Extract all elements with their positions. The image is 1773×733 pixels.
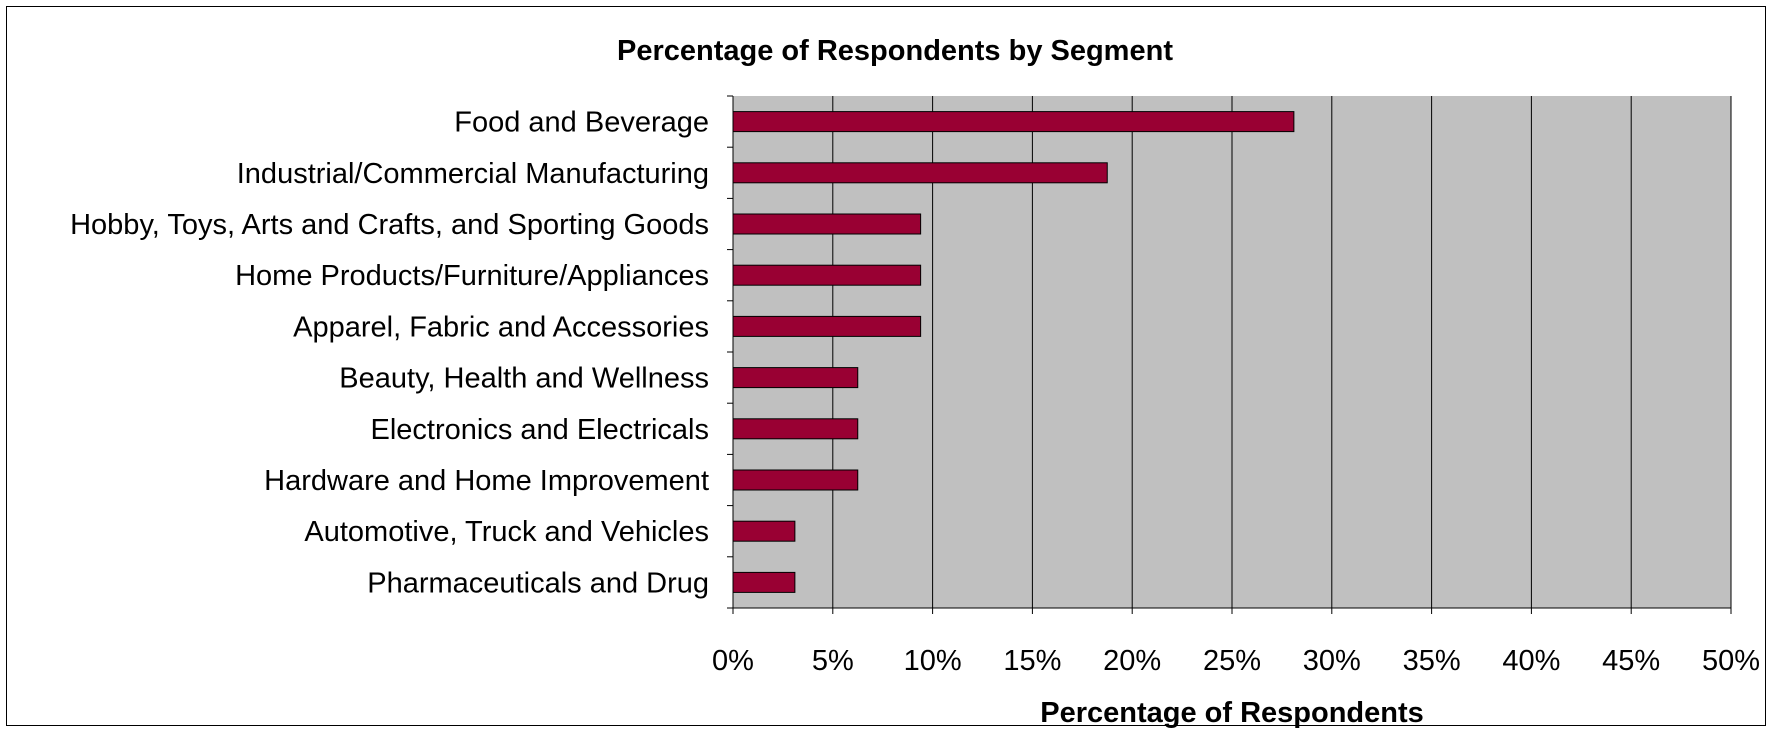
category-label: Hardware and Home Improvement: [264, 465, 709, 497]
x-tick-label: 40%: [1502, 645, 1560, 677]
category-label: Apparel, Fabric and Accessories: [293, 311, 709, 343]
y-axis: [727, 95, 734, 609]
category-label: Industrial/Commercial Manufacturing: [237, 158, 709, 190]
gridlines: [832, 96, 1732, 608]
x-tick-label: 30%: [1303, 645, 1361, 677]
category-label: Automotive, Truck and Vehicles: [304, 516, 709, 548]
bar: [732, 367, 859, 389]
category-label: Pharmaceuticals and Drug: [367, 567, 709, 599]
category-label: Electronics and Electricals: [371, 414, 709, 446]
x-tick-label: 25%: [1203, 645, 1261, 677]
x-tick-label: 10%: [904, 645, 962, 677]
x-tick-label: 35%: [1403, 645, 1461, 677]
bar: [732, 264, 922, 286]
chart-title: Percentage of Respondents by Segment: [617, 35, 1173, 67]
bar: [732, 469, 859, 491]
bar: [732, 571, 796, 593]
category-label: Beauty, Health and Wellness: [339, 363, 709, 395]
x-axis-title: Percentage of Respondents: [1040, 697, 1424, 729]
category-label: Home Products/Furniture/Appliances: [235, 260, 709, 292]
x-tick-label: 20%: [1103, 645, 1161, 677]
bar: [732, 162, 1108, 184]
bar: [732, 111, 1295, 133]
category-label: Hobby, Toys, Arts and Crafts, and Sporti…: [70, 209, 709, 241]
bar: [732, 520, 796, 542]
bar: [732, 315, 922, 337]
bar: [732, 213, 922, 235]
x-tick-label: 15%: [1003, 645, 1061, 677]
x-tick-label: 0%: [712, 645, 754, 677]
x-tick-label: 5%: [812, 645, 854, 677]
x-tick-label: 50%: [1702, 645, 1760, 677]
category-label: Food and Beverage: [454, 107, 709, 139]
x-tick-label: 45%: [1602, 645, 1660, 677]
x-axis: 0% 5% 10% 15% 20% 25% 30% 35% 40% 45% 50%: [712, 607, 1760, 677]
bars: [732, 111, 1295, 593]
category-labels: Food and Beverage Industrial/Commercial M…: [70, 107, 709, 600]
bar: [732, 418, 859, 440]
